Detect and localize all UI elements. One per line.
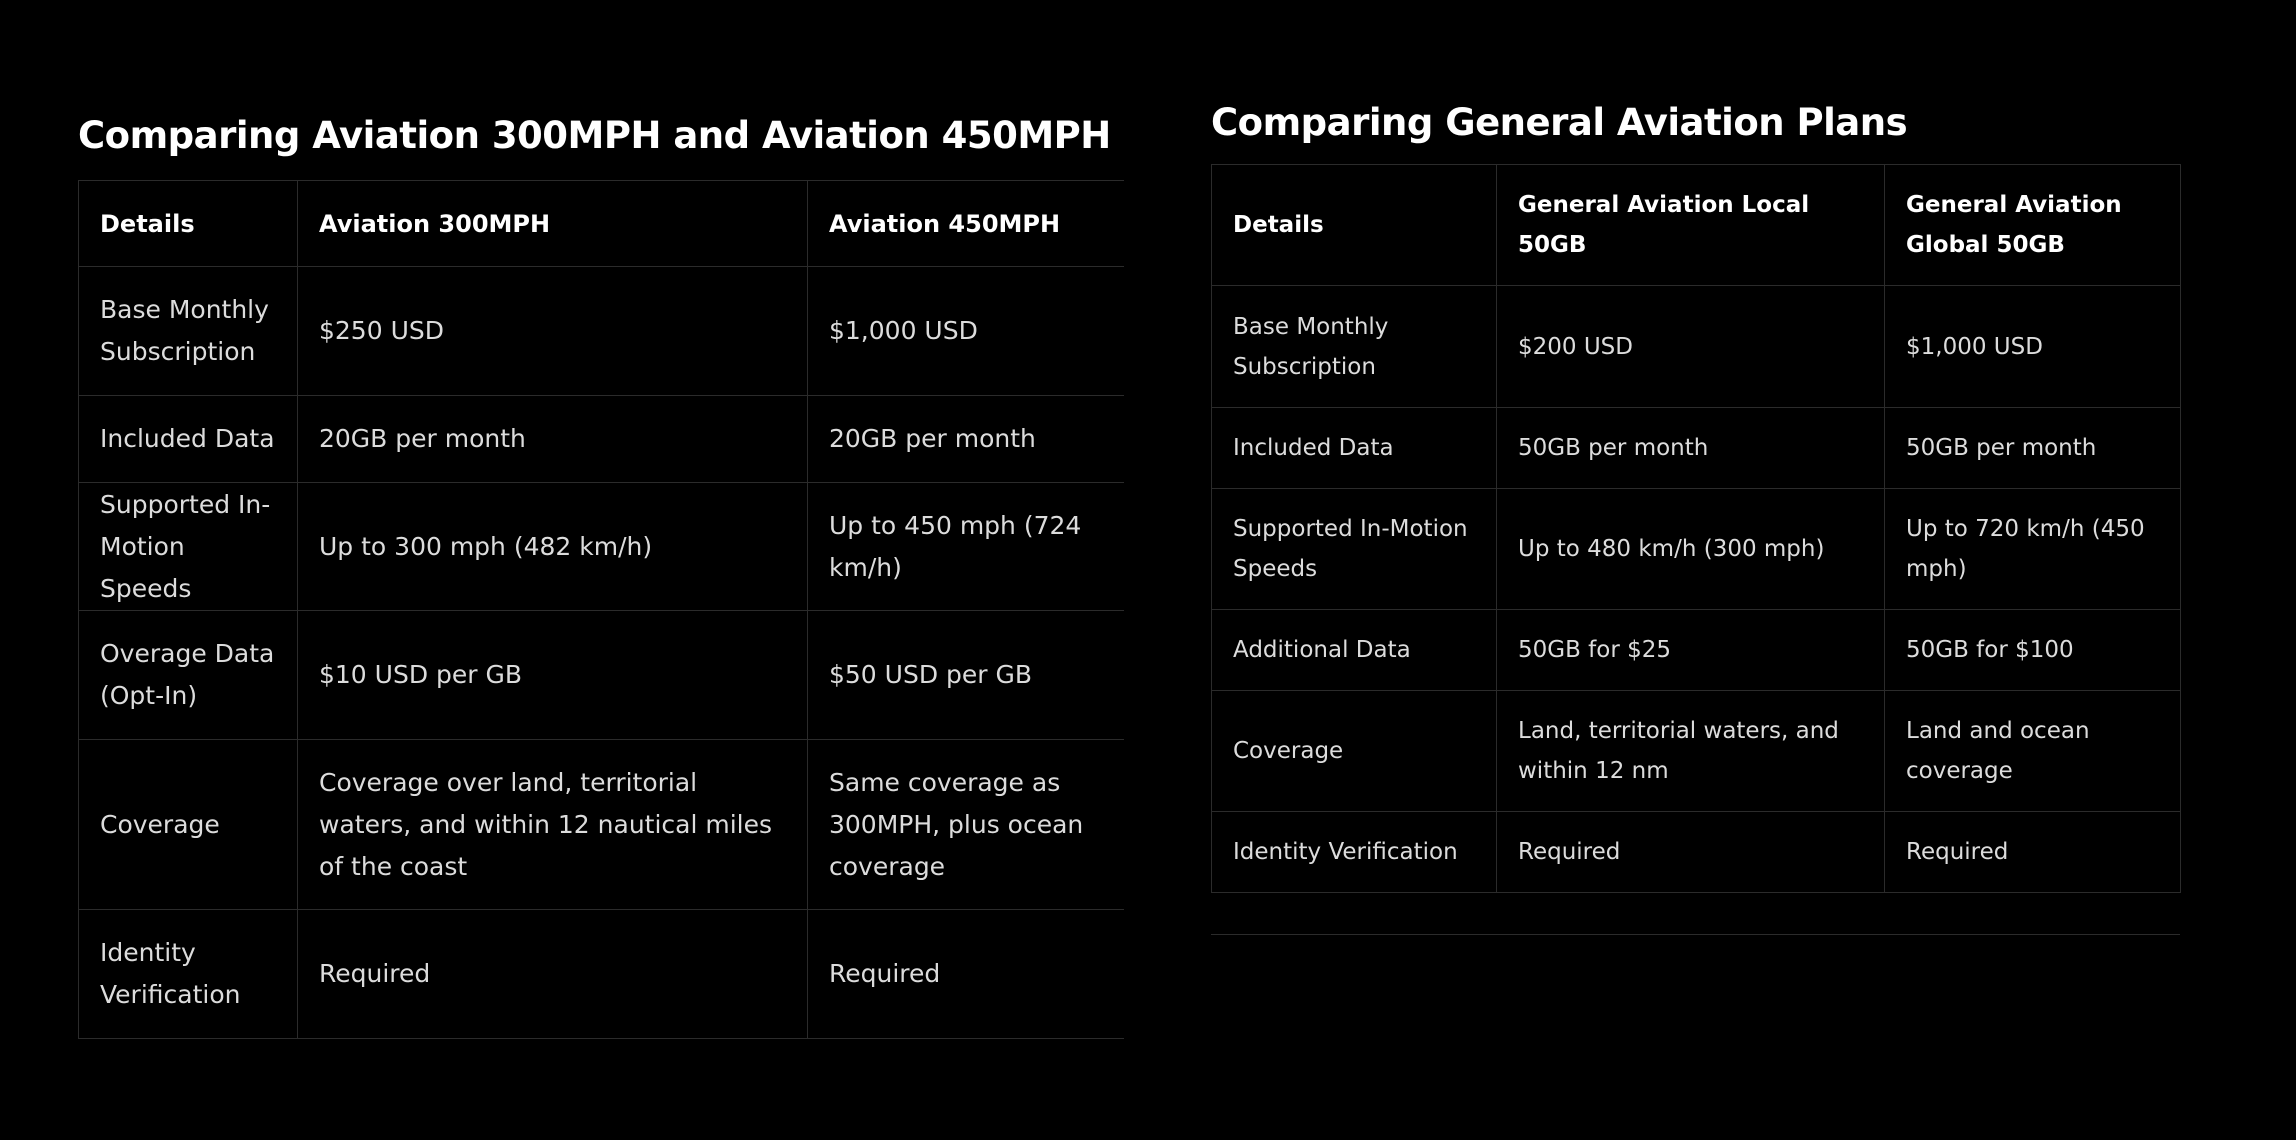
table-row: Overage Data (Opt-In) $10 USD per GB $50 U… — [78, 610, 1124, 740]
table-cell: Coverage over land, territorial waters, … — [297, 739, 808, 910]
header-row: Details General Aviation Local 50GB Genera… — [1211, 164, 2181, 286]
table-cell: Included Data — [1211, 407, 1497, 489]
table-cell: 50GB per month — [1496, 407, 1885, 489]
table-row: Included Data 20GB per month 20GB per mont… — [78, 395, 1124, 483]
header-cell: General Aviation Global 50GB — [1884, 164, 2181, 286]
table-cell: Land and ocean coverage — [1884, 690, 2181, 812]
table-cell: 20GB per month — [297, 395, 808, 483]
header-cell: Details — [1211, 164, 1497, 286]
table-row: Additional Data 50GB for $25 50GB for $100 — [1211, 609, 2181, 691]
left-title: Comparing Aviation 300MPH and Aviation 4… — [78, 114, 1111, 157]
table-cell: 50GB per month — [1884, 407, 2181, 489]
table-cell: Identity Verification — [1211, 811, 1497, 893]
header-cell: Aviation 300MPH — [297, 180, 808, 267]
table-cell: Same coverage as 300MPH, plus ocean cove… — [807, 739, 1124, 910]
table-row: Identity Verification Required Required — [1211, 811, 2181, 893]
table-cell: $200 USD — [1496, 285, 1885, 408]
table-cell: $1,000 USD — [1884, 285, 2181, 408]
table-cell: $1,000 USD — [807, 266, 1124, 396]
table-row: Supported In-Motion Speeds Up to 300 mph … — [78, 482, 1124, 611]
left-table: Details Aviation 300MPH Aviation 450MPH Bas… — [78, 180, 1124, 1039]
table-cell: Identity Verification — [78, 909, 298, 1039]
header-cell: Details — [78, 180, 298, 267]
right-table: Details General Aviation Local 50GB Genera… — [1211, 164, 2181, 893]
table-cell: Additional Data — [1211, 609, 1497, 691]
table-cell: Land, territorial waters, and within 12 … — [1496, 690, 1885, 812]
table-cell: $50 USD per GB — [807, 610, 1124, 740]
table-cell: Base Monthly Subscription — [1211, 285, 1497, 408]
table-cell: Required — [1884, 811, 2181, 893]
table-cell: $10 USD per GB — [297, 610, 808, 740]
header-cell: Aviation 450MPH — [807, 180, 1124, 267]
table-cell: Up to 300 mph (482 km/h) — [297, 482, 808, 611]
table-cell: Overage Data (Opt-In) — [78, 610, 298, 740]
table-cell: $250 USD — [297, 266, 808, 396]
table-cell: Up to 480 km/h (300 mph) — [1496, 488, 1885, 610]
divider — [1211, 934, 2180, 935]
header-row: Details Aviation 300MPH Aviation 450MPH — [78, 180, 1124, 267]
table-cell: Required — [807, 909, 1124, 1039]
table-cell: 50GB for $25 — [1496, 609, 1885, 691]
table-cell: Required — [1496, 811, 1885, 893]
table-cell: Up to 720 km/h (450 mph) — [1884, 488, 2181, 610]
table-row: Identity Verification Required Required — [78, 909, 1124, 1039]
table-cell: Base Monthly Subscription — [78, 266, 298, 396]
table-row: Coverage Land, territorial waters, and wi… — [1211, 690, 2181, 812]
header-cell: General Aviation Local 50GB — [1496, 164, 1885, 286]
table-cell: Supported In-Motion Speeds — [1211, 488, 1497, 610]
table-cell: 20GB per month — [807, 395, 1124, 483]
table-cell: Required — [297, 909, 808, 1039]
table-cell: Up to 450 mph (724 km/h) — [807, 482, 1124, 611]
table-row: Coverage Coverage over land, territorial … — [78, 739, 1124, 910]
table-row: Supported In-Motion Speeds Up to 480 km/h… — [1211, 488, 2181, 610]
table-row: Base Monthly Subscription $250 USD $1,000 … — [78, 266, 1124, 396]
right-title: Comparing General Aviation Plans — [1211, 101, 1908, 144]
table-row: Base Monthly Subscription $200 USD $1,000 … — [1211, 285, 2181, 408]
table-cell: Coverage — [1211, 690, 1497, 812]
table-cell: Supported In-Motion Speeds — [78, 482, 298, 611]
table-cell: Included Data — [78, 395, 298, 483]
table-row: Included Data 50GB per month 50GB per mont… — [1211, 407, 2181, 489]
table-cell: Coverage — [78, 739, 298, 910]
table-cell: 50GB for $100 — [1884, 609, 2181, 691]
